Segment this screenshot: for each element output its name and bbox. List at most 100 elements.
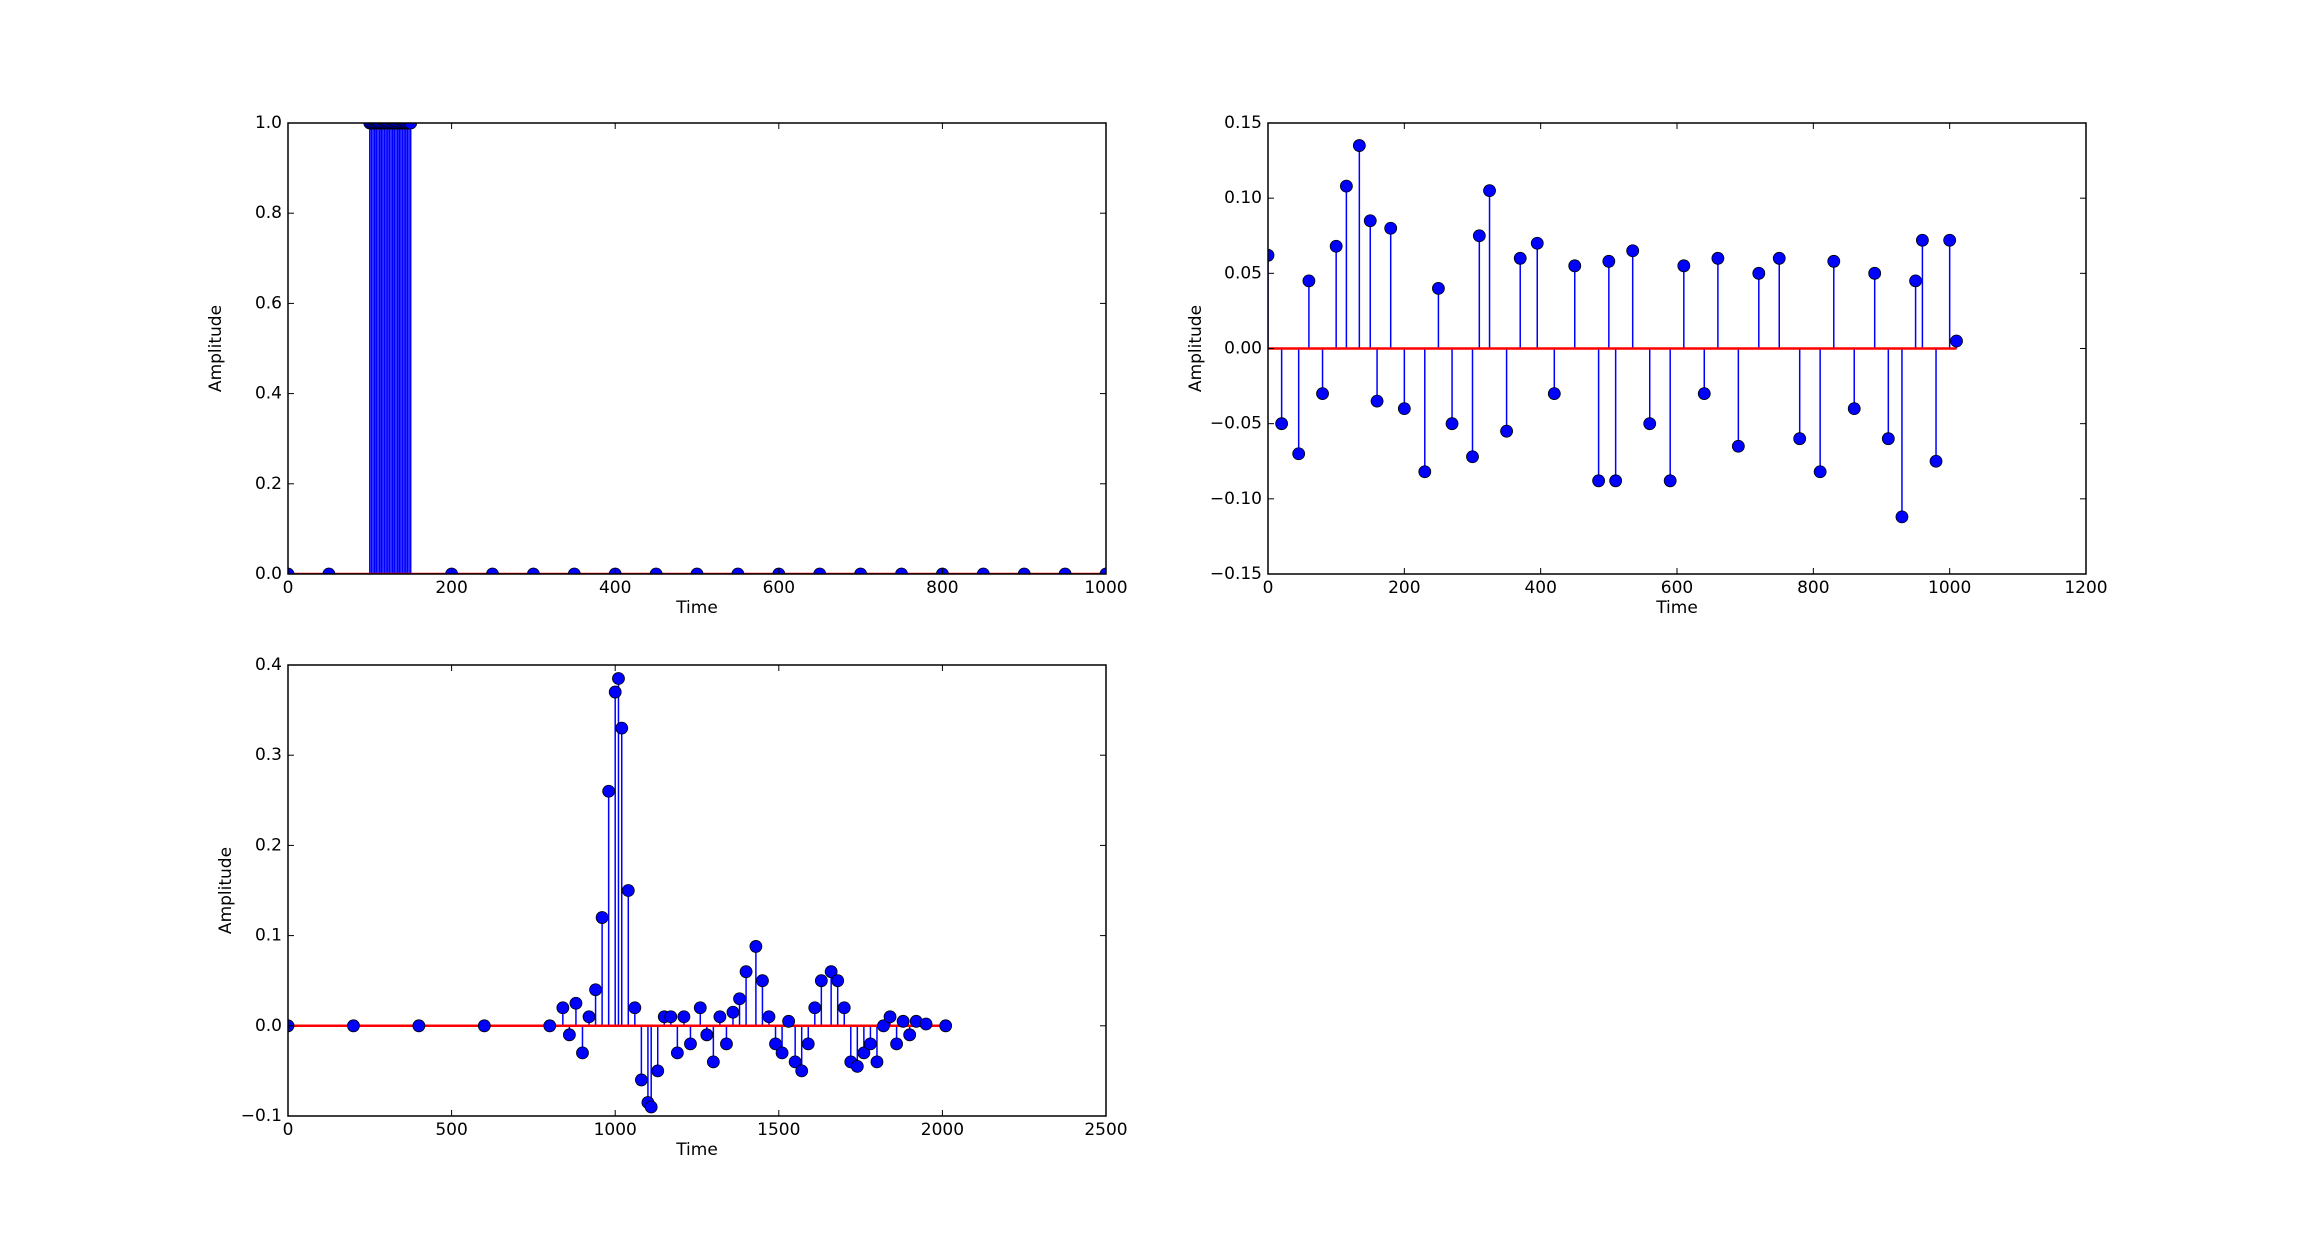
stem-marker xyxy=(602,784,616,798)
stem-marker xyxy=(857,1046,871,1060)
stem-marker xyxy=(595,911,609,924)
stem-marker xyxy=(562,1028,576,1042)
y-tick-label: −0.10 xyxy=(1210,489,1262,509)
stem-marker xyxy=(569,996,583,1010)
stem-marker xyxy=(1929,454,1943,468)
stem-marker xyxy=(762,1010,776,1024)
stem-marker xyxy=(1483,184,1496,198)
stem-marker xyxy=(801,1037,815,1051)
x-tick-label: 0 xyxy=(283,1120,294,1140)
stem-marker xyxy=(628,1001,642,1015)
axes-frame xyxy=(287,664,1107,1117)
stem-marker xyxy=(739,965,753,979)
stem-marker xyxy=(870,1055,884,1069)
stem-marker xyxy=(864,1037,877,1051)
x-tick-label: 1500 xyxy=(757,1120,800,1140)
y-tick-label: 0.05 xyxy=(1224,263,1262,283)
stem-marker xyxy=(1916,233,1929,247)
stem-marker xyxy=(706,1055,720,1069)
x-tick-label: 200 xyxy=(435,578,467,598)
axes-frame xyxy=(287,122,1107,575)
stem-marker xyxy=(1316,387,1329,401)
stem-marker xyxy=(1445,417,1459,431)
stem-marker xyxy=(877,1019,890,1033)
y-tick-label: 0.4 xyxy=(255,655,282,675)
stem-marker xyxy=(890,1037,903,1051)
stem-marker xyxy=(1602,254,1616,268)
stem-marker xyxy=(1418,465,1432,479)
chart-panel: 0 200 400 600 800 1000 0.0 0.2 0.4 0.6 0.8 1.0 Time A… xyxy=(206,113,1128,618)
x-tick-label: 1000 xyxy=(594,1120,637,1140)
stem-marker xyxy=(1626,244,1640,258)
stem-marker xyxy=(1363,214,1377,228)
stem-marker xyxy=(813,567,827,574)
y-axis-label: Amplitude xyxy=(1186,305,1206,392)
y-tick-label: 0.6 xyxy=(255,293,282,313)
x-tick-label: 500 xyxy=(435,1120,467,1140)
stem-marker xyxy=(1275,417,1289,431)
stem-marker xyxy=(1752,266,1766,280)
stem-series xyxy=(288,123,1106,574)
stem-marker xyxy=(1370,394,1384,408)
y-axis-label: Amplitude xyxy=(216,847,236,934)
stem-marker xyxy=(621,884,635,897)
x-tick-label: 400 xyxy=(1524,578,1556,598)
stem-marker xyxy=(824,965,838,979)
stem-marker xyxy=(1339,179,1353,193)
stem-marker xyxy=(1472,229,1486,243)
stem-marker xyxy=(1731,439,1745,453)
x-axis-label: Time xyxy=(675,598,718,618)
stem-marker xyxy=(1943,233,1957,247)
stem-marker xyxy=(527,567,540,574)
y-tick-label: 0.2 xyxy=(255,835,282,855)
stem-marker xyxy=(589,983,602,997)
x-tick-label: 600 xyxy=(1661,578,1693,598)
stem-marker xyxy=(1500,424,1513,438)
stem-marker xyxy=(903,1028,917,1042)
stem-marker xyxy=(726,1005,740,1019)
stem-marker xyxy=(1466,450,1479,464)
stem-marker xyxy=(576,1046,589,1060)
x-tick-label: 800 xyxy=(1797,578,1829,598)
stem-marker xyxy=(567,567,581,574)
stem-series xyxy=(1268,139,1963,524)
stem-marker xyxy=(1592,474,1606,488)
stem-marker xyxy=(684,1037,697,1051)
y-tick-label: 0.10 xyxy=(1224,188,1262,208)
plot-area xyxy=(288,123,1106,574)
stem-marker xyxy=(404,123,418,130)
stem-marker xyxy=(731,567,745,574)
stem-marker xyxy=(1881,432,1895,446)
stem-marker xyxy=(1099,567,1106,574)
plot-area xyxy=(288,665,1106,1116)
stem-marker xyxy=(919,1017,933,1031)
stem-marker xyxy=(775,1046,789,1060)
stem-series xyxy=(288,672,953,1114)
stem-marker xyxy=(651,1064,665,1078)
x-tick-label: 0 xyxy=(1263,578,1274,598)
y-axis-label: Amplitude xyxy=(206,305,226,392)
stem-marker xyxy=(644,1100,658,1114)
stem-marker xyxy=(1292,447,1306,461)
y-tick-label: 0.00 xyxy=(1224,339,1262,359)
stem-marker xyxy=(831,974,845,988)
stem-marker xyxy=(1909,274,1922,288)
stem-marker xyxy=(1772,251,1786,265)
stem-marker xyxy=(1813,465,1827,479)
x-tick-label: 200 xyxy=(1388,578,1420,598)
stem-marker xyxy=(837,1001,851,1015)
x-tick-label: 1000 xyxy=(1084,578,1127,598)
stem-marker xyxy=(677,1010,691,1024)
stem-marker xyxy=(477,1019,491,1033)
x-tick-label: 600 xyxy=(763,578,795,598)
stem-marker xyxy=(788,1055,802,1069)
y-tick-label: 0.4 xyxy=(255,384,282,404)
stem-marker xyxy=(854,567,867,574)
stem-marker xyxy=(808,1001,822,1015)
y-tick-label: 0.0 xyxy=(255,1016,282,1036)
stem-marker xyxy=(1352,139,1366,152)
stem-marker xyxy=(347,1019,360,1033)
stem-marker xyxy=(700,1028,714,1042)
x-tick-label: 2500 xyxy=(1084,1120,1127,1140)
stem-marker xyxy=(1677,259,1691,273)
